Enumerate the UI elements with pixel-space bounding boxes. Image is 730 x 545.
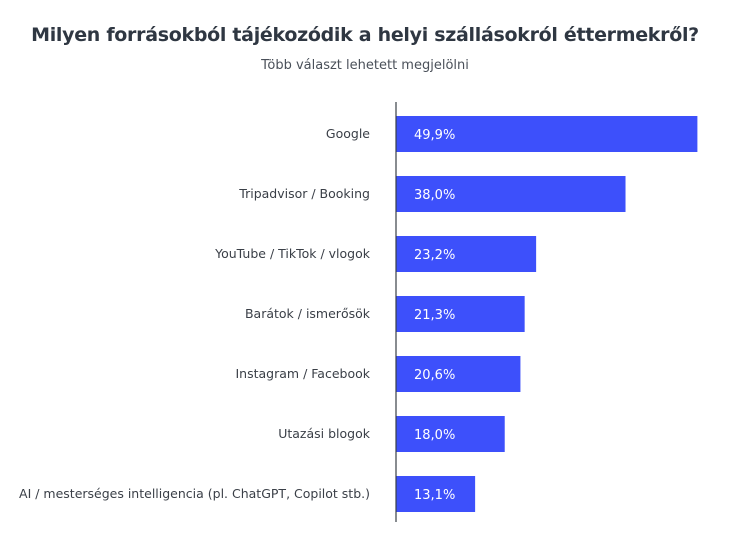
bar [396,356,521,392]
category-label: Barátok / ismerősök [245,306,371,321]
bar [396,116,698,152]
value-label: 21,3% [414,308,455,323]
chart-subtitle: Több választ lehetett megjelölni [261,58,469,73]
value-label: 49,9% [414,128,455,143]
category-label: Instagram / Facebook [236,366,371,381]
value-label: 13,1% [414,488,455,503]
category-label: YouTube / TikTok / vlogok [214,246,371,261]
bar [396,296,525,332]
bar [396,476,476,512]
value-label: 38,0% [414,188,455,203]
value-label: 23,2% [414,248,455,263]
category-label: Utazási blogok [278,426,371,441]
bar [396,416,505,452]
value-label: 20,6% [414,368,455,383]
bar [396,236,537,272]
category-label: Google [326,126,370,141]
category-label: Tripadvisor / Booking [238,186,370,201]
value-label: 18,0% [414,428,455,443]
bar [396,176,626,212]
chart-title: Milyen forrásokból tájékozódik a helyi s… [31,24,699,46]
category-label: AI / mesterséges intelligencia (pl. Chat… [19,486,370,501]
